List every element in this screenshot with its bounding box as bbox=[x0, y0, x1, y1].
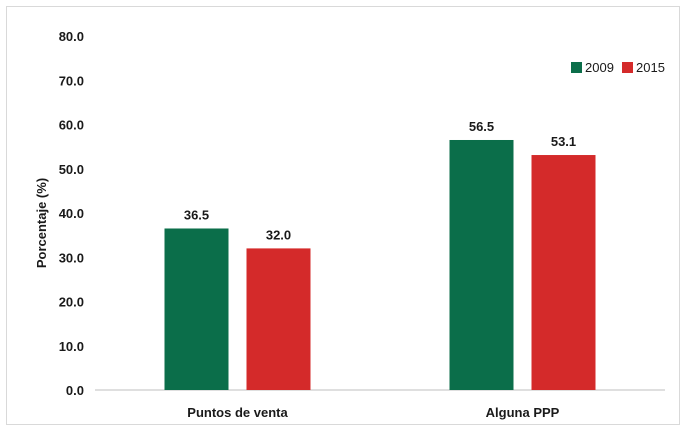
y-tick-label: 10.0 bbox=[59, 339, 84, 354]
data-label: 56.5 bbox=[469, 119, 494, 134]
bar-2009 bbox=[164, 228, 229, 390]
legend-label: 2015 bbox=[636, 60, 665, 75]
x-category-label: Puntos de venta bbox=[187, 405, 288, 420]
y-axis-label: Porcentaje (%) bbox=[34, 178, 49, 268]
legend-label: 2009 bbox=[585, 60, 614, 75]
x-category-label: Alguna PPP bbox=[486, 405, 560, 420]
y-tick-label: 20.0 bbox=[59, 295, 84, 310]
y-tick-label: 70.0 bbox=[59, 73, 84, 88]
data-label: 32.0 bbox=[266, 227, 291, 242]
data-label: 36.5 bbox=[184, 207, 209, 222]
legend-swatch-2015 bbox=[622, 62, 633, 73]
data-label: 53.1 bbox=[551, 134, 576, 149]
y-tick-label: 0.0 bbox=[66, 383, 84, 398]
y-tick-label: 50.0 bbox=[59, 162, 84, 177]
y-tick-label: 60.0 bbox=[59, 118, 84, 133]
y-tick-label: 80.0 bbox=[59, 29, 84, 44]
y-tick-label: 40.0 bbox=[59, 206, 84, 221]
y-tick-label: 30.0 bbox=[59, 250, 84, 265]
bar-2015 bbox=[246, 248, 311, 390]
legend-swatch-2009 bbox=[571, 62, 582, 73]
bar-2009 bbox=[449, 139, 514, 390]
bar-2015 bbox=[531, 155, 596, 390]
